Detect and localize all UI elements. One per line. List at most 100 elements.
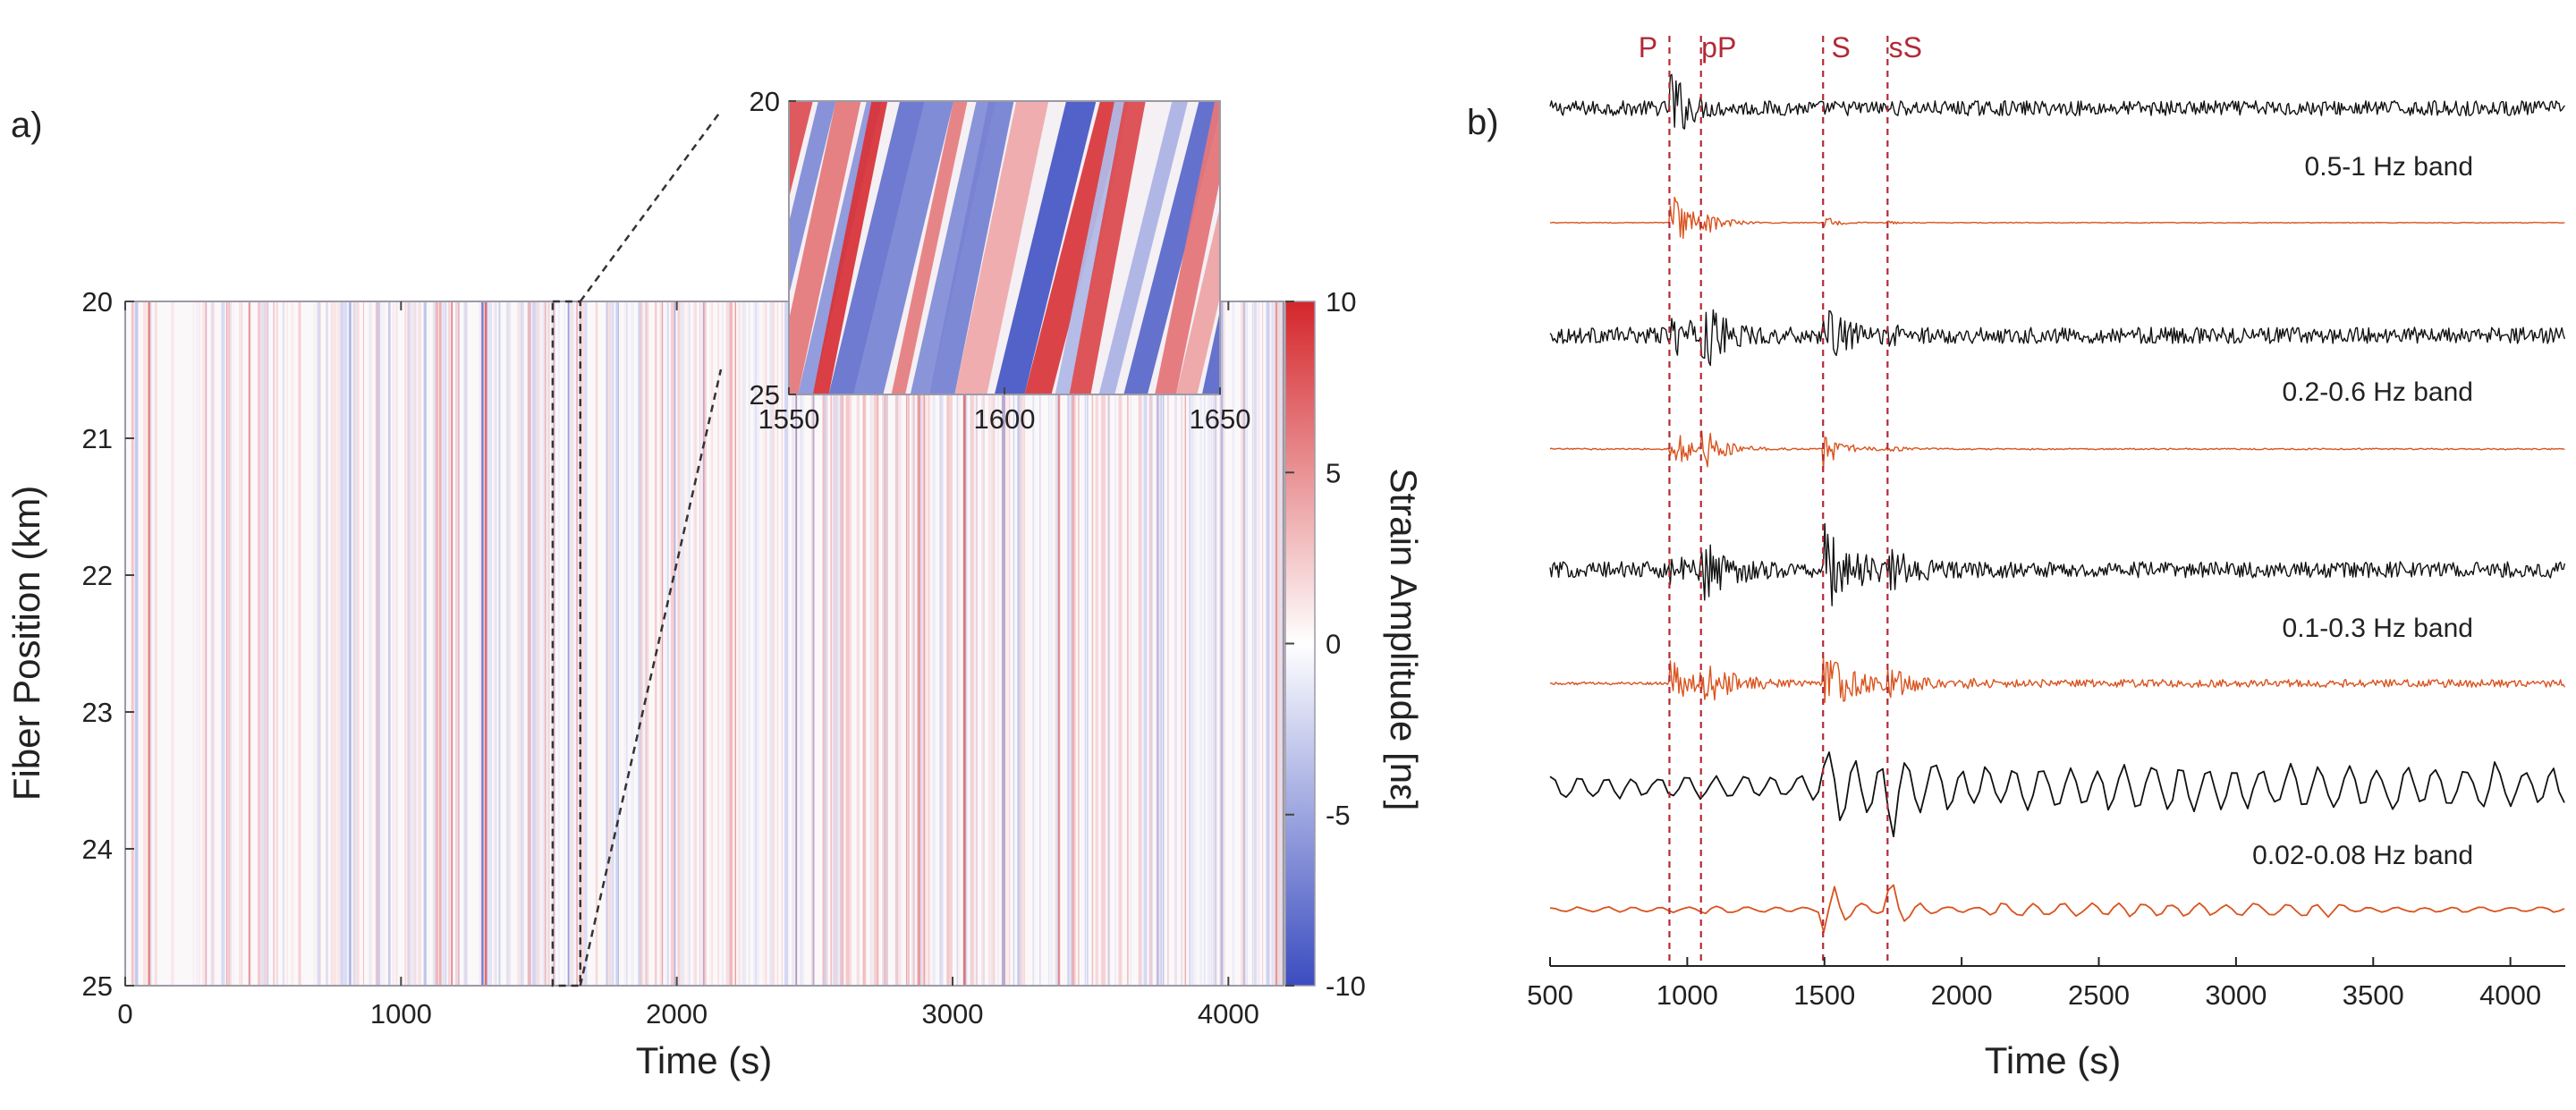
heatmap-stripe (1148, 301, 1153, 986)
inset-stripe (1123, 101, 1220, 394)
heatmap-stripe (1091, 301, 1094, 986)
heatmap-stripe (286, 301, 288, 986)
heatmap-stripe (264, 301, 268, 986)
heatmap-stripe (1181, 301, 1182, 986)
inset-x-tick-label: 1550 (758, 403, 820, 435)
inset-stripe (1055, 101, 1129, 394)
heatmap-stripe (781, 301, 783, 986)
heatmap-stripe (498, 301, 501, 986)
heatmap-stripe (576, 301, 578, 986)
heatmap-stripe (845, 301, 850, 986)
heatmap-stripe (484, 301, 487, 986)
heatmap-stripe (332, 301, 335, 986)
heatmap-stripe (749, 301, 750, 986)
connector-top (579, 110, 723, 302)
heatmap-stripe (989, 301, 993, 986)
waveform-traces (1549, 73, 2566, 934)
heatmap-stripe (196, 301, 198, 986)
heatmap-stripe (676, 301, 679, 986)
y-tick-label: 25 (82, 970, 113, 1002)
heatmap-stripe (1095, 301, 1097, 986)
heatmap-y-axis: 20 21 22 23 24 25 (82, 286, 134, 1002)
heatmap-stripe (665, 301, 669, 986)
heatmap-stripes (131, 301, 1284, 986)
heatmap-stripe (233, 301, 235, 986)
heatmap-stripe (964, 301, 968, 986)
heatmap-stripe (336, 301, 341, 986)
heatmap-stripe (876, 301, 878, 986)
heatmap-stripe (922, 301, 925, 986)
heatmap-stripe (700, 301, 703, 986)
heatmap-stripe (1242, 301, 1244, 986)
heatmap-stripe (926, 301, 929, 986)
heatmap-stripe (573, 301, 575, 986)
heatmap-stripe (963, 301, 966, 986)
heatmap-stripe (762, 301, 766, 986)
heatmap-stripe (148, 301, 151, 986)
band-label: 0.1-0.3 Hz band (2283, 614, 2473, 643)
heatmap-stripe (267, 301, 269, 986)
heatmap-stripe (1096, 301, 1099, 986)
heatmap-stripe (192, 301, 195, 986)
heatmap-stripe (1163, 301, 1165, 986)
heatmap-stripe (539, 301, 542, 986)
heatmap-stripe (1251, 301, 1253, 986)
heatmap-stripe (988, 301, 990, 986)
heatmap-stripe (894, 301, 898, 986)
inset-stripe (1155, 101, 1220, 394)
heatmap-stripe (824, 301, 826, 986)
heatmap-stripe (273, 301, 275, 986)
heatmap-stripe (155, 301, 157, 986)
colorbar-tick-label: 0 (1326, 629, 1341, 660)
x-tick-label: 1000 (370, 998, 432, 1030)
heatmap-stripe (433, 301, 436, 986)
heatmap-stripe (765, 301, 768, 986)
heatmap-stripe (343, 301, 347, 986)
phase-label: pP (1701, 31, 1736, 64)
heatmap-stripe (699, 301, 701, 986)
panel-b-label: b) (1467, 103, 1499, 142)
heatmap-stripe (1241, 301, 1243, 986)
heatmap-stripe (542, 301, 547, 986)
heatmap-x-axis-title: Time (s) (636, 1039, 772, 1081)
heatmap-stripe (1162, 301, 1165, 986)
heatmap-stripe (1214, 301, 1217, 986)
heatmap-stripe (962, 301, 964, 986)
colorbar-tick-label: 5 (1326, 457, 1341, 488)
heatmap-stripe (340, 301, 343, 986)
heatmap-stripe (1072, 301, 1076, 986)
heatmap-stripe (395, 301, 398, 986)
heatmap-stripe (1087, 301, 1089, 986)
heatmap-stripe (1058, 301, 1061, 986)
heatmap-stripe (318, 301, 320, 986)
heatmap-x-axis: 0 1000 2000 3000 4000 (117, 301, 1259, 1030)
waveform-x-axis: 500 1000 1500 2000 2500 3000 3500 4000 (1527, 957, 2541, 1011)
heatmap-stripe (1143, 301, 1147, 986)
heatmap-stripe (136, 301, 139, 986)
heatmap-stripe (1032, 301, 1035, 986)
x-tick-label: 3000 (922, 998, 984, 1030)
x-tick-label: 4000 (2479, 979, 2541, 1011)
x-tick-label: 500 (1527, 979, 1573, 1011)
heatmap-stripe (800, 301, 802, 986)
heatmap-stripe (1020, 301, 1023, 986)
heatmap-stripe (226, 301, 228, 986)
waveform-trace (1549, 751, 2565, 838)
heatmap-stripe (1184, 301, 1186, 986)
heatmap-stripe (406, 301, 410, 986)
heatmap-stripe (369, 301, 371, 986)
heatmap-stripe (1118, 301, 1122, 986)
x-tick-label: 2000 (646, 998, 708, 1030)
heatmap-stripe (795, 301, 797, 986)
heatmap-stripe (654, 301, 657, 986)
waveform-trace (1549, 309, 2566, 367)
heatmap-stripe (595, 301, 598, 986)
heatmap-stripe (721, 301, 724, 986)
heatmap-stripe (521, 301, 524, 986)
heatmap-stripe (631, 301, 634, 986)
heatmap-stripe (259, 301, 261, 986)
heatmap-stripe (638, 301, 640, 986)
heatmap-stripe (956, 301, 958, 986)
x-tick-label: 1500 (1793, 979, 1855, 1011)
